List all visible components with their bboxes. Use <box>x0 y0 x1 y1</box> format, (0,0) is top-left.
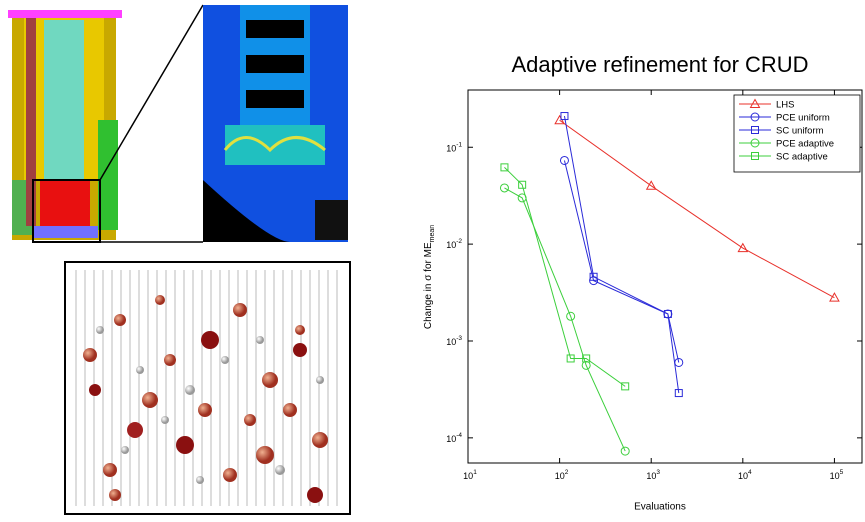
tick-base: 10 <box>830 471 840 481</box>
legend-label: PCE adaptive <box>776 139 834 150</box>
marker <box>589 272 598 281</box>
tick-label: 10-1 <box>446 141 462 154</box>
tick-exponent: -3 <box>456 335 462 342</box>
tick-exponent: 1 <box>473 469 477 476</box>
marker <box>500 163 509 172</box>
marker <box>750 112 760 122</box>
y-axis-label-main: Change in σ for ME <box>423 242 434 329</box>
marker <box>749 98 761 108</box>
tick-exponent: -4 <box>456 432 462 439</box>
y-axis-label: Change in σ for MEmean <box>423 225 436 329</box>
simulation-image <box>203 5 348 242</box>
marker <box>566 311 576 321</box>
tick-base: 10 <box>446 240 456 250</box>
marker <box>582 354 591 363</box>
tick-exponent: 2 <box>565 469 569 476</box>
marker <box>737 242 749 253</box>
marker <box>645 180 657 190</box>
tick-base: 10 <box>446 144 456 154</box>
legend-label: SC adaptive <box>776 152 828 163</box>
chart: Adaptive refinement for CRUD Evaluations… <box>423 52 863 513</box>
marker <box>829 292 840 302</box>
series-line <box>504 167 626 387</box>
marker <box>663 309 672 318</box>
marker <box>751 126 759 134</box>
y-axis-label-sub: mean <box>429 225 436 243</box>
marker <box>621 382 630 391</box>
series-line <box>563 115 680 394</box>
tick-exponent: 3 <box>656 469 660 476</box>
series-line <box>559 119 835 299</box>
marker <box>750 138 760 148</box>
tick-exponent: -1 <box>456 141 462 148</box>
marker <box>620 446 630 456</box>
marker <box>674 389 683 398</box>
tick-base: 10 <box>463 471 473 481</box>
tick-label: 104 <box>738 469 752 482</box>
tick-base: 10 <box>555 471 565 481</box>
tick-exponent: 4 <box>748 469 752 476</box>
marker <box>581 360 591 370</box>
series-line <box>563 160 680 363</box>
marker <box>751 152 759 160</box>
sphere-field <box>64 261 351 515</box>
legend-label: SC uniform <box>776 126 824 137</box>
legend-label: LHS <box>776 100 794 111</box>
series-line <box>504 187 626 452</box>
tick-label: 10-3 <box>446 335 462 348</box>
illustrations <box>8 4 351 515</box>
marker <box>566 354 575 363</box>
x-axis-label: Evaluations <box>634 502 686 513</box>
tick-base: 10 <box>738 471 748 481</box>
assembly-diagram <box>8 4 204 243</box>
tick-exponent: 5 <box>840 469 844 476</box>
tick-label: 10-2 <box>446 238 462 251</box>
tick-exponent: -2 <box>456 238 462 245</box>
tick-base: 10 <box>446 337 456 347</box>
marker <box>560 112 569 121</box>
chart-title: Adaptive refinement for CRUD <box>511 52 808 77</box>
tick-label: 103 <box>646 469 660 482</box>
marker <box>499 183 509 193</box>
tick-base: 10 <box>446 434 456 444</box>
marker <box>518 180 527 189</box>
tick-base: 10 <box>646 471 656 481</box>
tick-label: 101 <box>463 469 477 482</box>
tick-label: 105 <box>830 469 844 482</box>
legend-label: PCE uniform <box>776 113 830 124</box>
marker <box>559 155 569 165</box>
tick-label: 10-4 <box>446 432 462 445</box>
tick-label: 102 <box>555 469 569 482</box>
